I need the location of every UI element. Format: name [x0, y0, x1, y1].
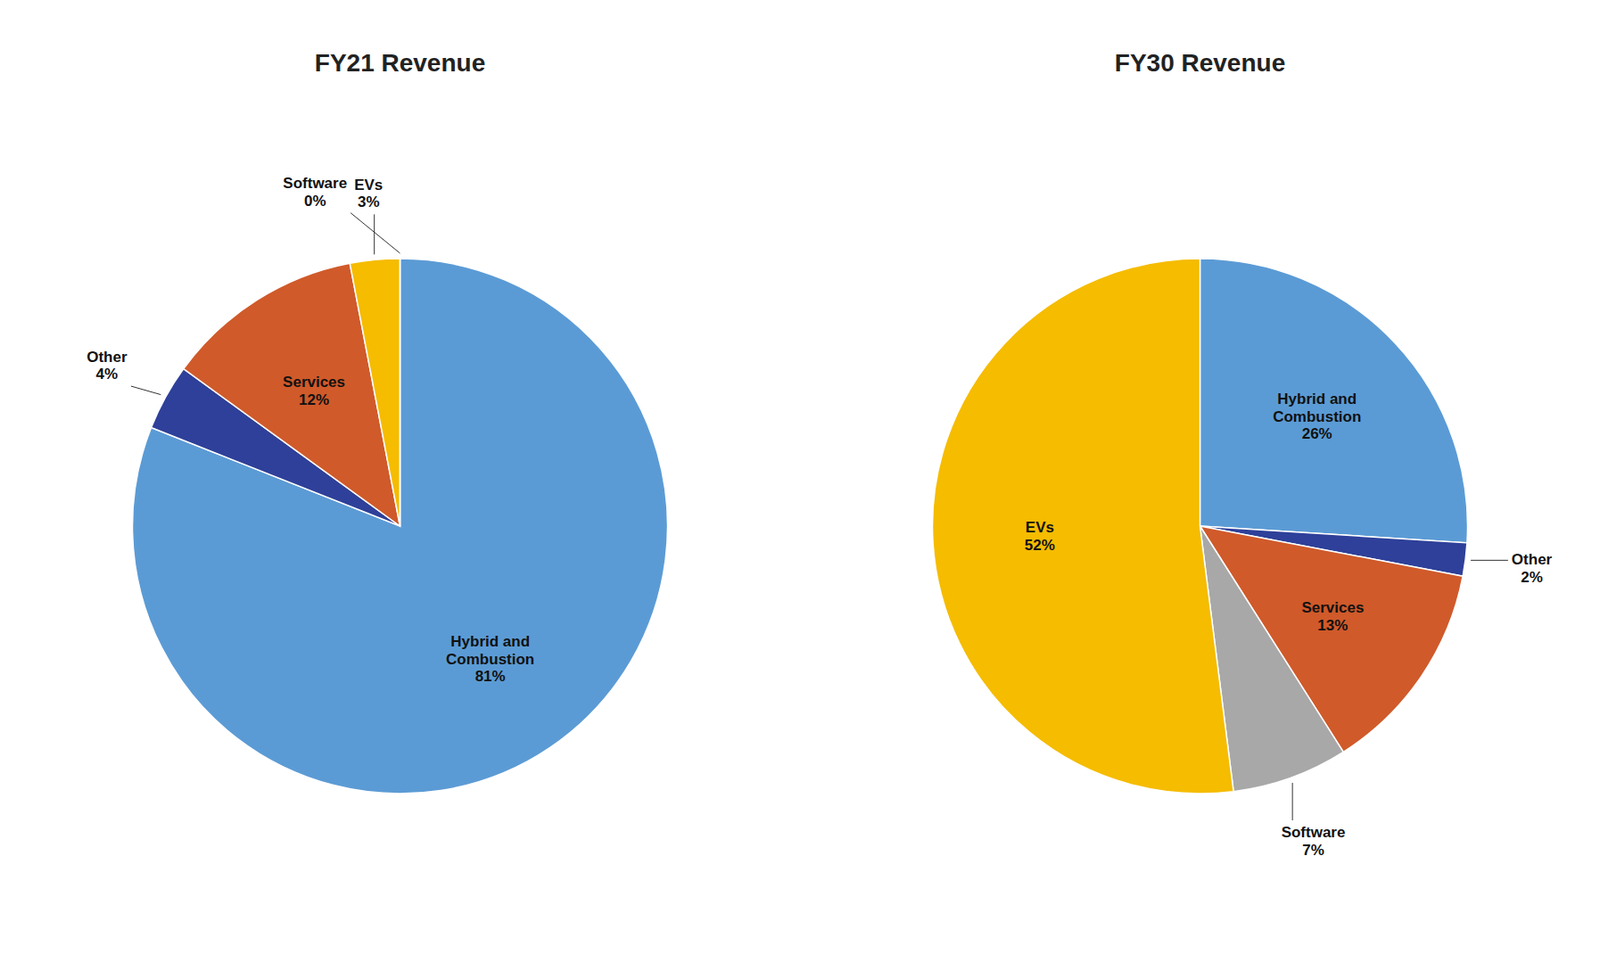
slice-label: Other2%	[1511, 551, 1553, 586]
leader-lines	[1292, 560, 1509, 821]
leader-lines	[131, 213, 401, 396]
slice-label: EVs52%	[1024, 519, 1056, 554]
slice-label-group: EVs3%	[354, 176, 383, 212]
label-line: EVs	[1025, 519, 1055, 537]
label-line: Services	[1301, 599, 1364, 617]
pie-slice	[349, 258, 400, 527]
slice-label: Services12%	[282, 373, 346, 409]
label-line: Combustion	[1272, 408, 1361, 426]
slice-label: EVs3%	[354, 176, 383, 212]
chart-title: FY21 Revenue	[314, 49, 486, 77]
chart-title: FY30 Revenue	[1114, 49, 1286, 77]
slice-label-group: Other2%	[1511, 551, 1553, 586]
label-line: Other	[1511, 551, 1553, 569]
slice-labels: Hybrid andCombustion81% Other4% Services12…	[86, 174, 535, 685]
slice-label: Other4%	[86, 348, 128, 384]
label-line: 12%	[298, 391, 330, 409]
label-line: 3%	[357, 193, 380, 211]
label-line: 0%	[304, 192, 327, 210]
label-line: 4%	[96, 365, 119, 383]
label-line: Hybrid and	[1277, 390, 1357, 408]
slice-label-group: Software7%	[1281, 824, 1346, 859]
label-line: Software	[1281, 824, 1346, 842]
slices	[931, 258, 1468, 794]
label-line: Other	[86, 348, 128, 366]
slice-label: Services13%	[1301, 599, 1364, 635]
slice-labels: Hybrid andCombustion26% Other2% Services13…	[1024, 390, 1553, 858]
pie-slice	[1200, 258, 1469, 544]
label-line: Software	[282, 174, 347, 192]
leader-line	[1292, 783, 1294, 821]
leader-line	[131, 386, 161, 396]
label-line: 52%	[1024, 536, 1056, 554]
label-line: EVs	[354, 176, 383, 194]
pie: Hybrid andCombustion26% Other2% Services13…	[931, 258, 1552, 859]
leader-line	[350, 213, 400, 254]
label-line: Hybrid and	[450, 633, 530, 651]
label-line: 81%	[475, 668, 506, 685]
label-line: 26%	[1302, 425, 1333, 443]
pie-slice	[931, 258, 1234, 794]
slice-label-group: Other4%	[86, 348, 128, 384]
chart-root: FY21 RevenueHybrid andCombustion81%Other…	[0, 0, 1600, 963]
slice-label-group: Services13%	[1301, 599, 1364, 635]
slice-label-group: EVs52%	[1024, 519, 1056, 554]
slice-label-group: Software0%	[282, 174, 347, 210]
slice-label: Software7%	[1281, 824, 1346, 859]
pie-slice	[399, 258, 402, 527]
leader-line	[1470, 560, 1509, 561]
label-line: 13%	[1317, 617, 1348, 635]
label-line: 7%	[1302, 841, 1325, 859]
label-line: Combustion	[445, 651, 535, 669]
slice-label-group: Hybrid andCombustion26%	[1272, 390, 1361, 443]
slices	[132, 258, 669, 794]
slice-label: Hybrid andCombustion26%	[1272, 390, 1361, 443]
label-line: Services	[282, 373, 346, 391]
leader-line	[373, 214, 375, 255]
slice-label-group: Hybrid andCombustion81%	[445, 633, 535, 685]
slice-label: Hybrid andCombustion81%	[445, 633, 535, 685]
label-line: 2%	[1520, 569, 1543, 586]
slice-label-group: Services12%	[282, 373, 346, 409]
pie: Hybrid andCombustion81% Other4% Services12…	[86, 174, 668, 794]
slice-label: Software0%	[282, 174, 347, 210]
pie-slice	[132, 258, 669, 794]
